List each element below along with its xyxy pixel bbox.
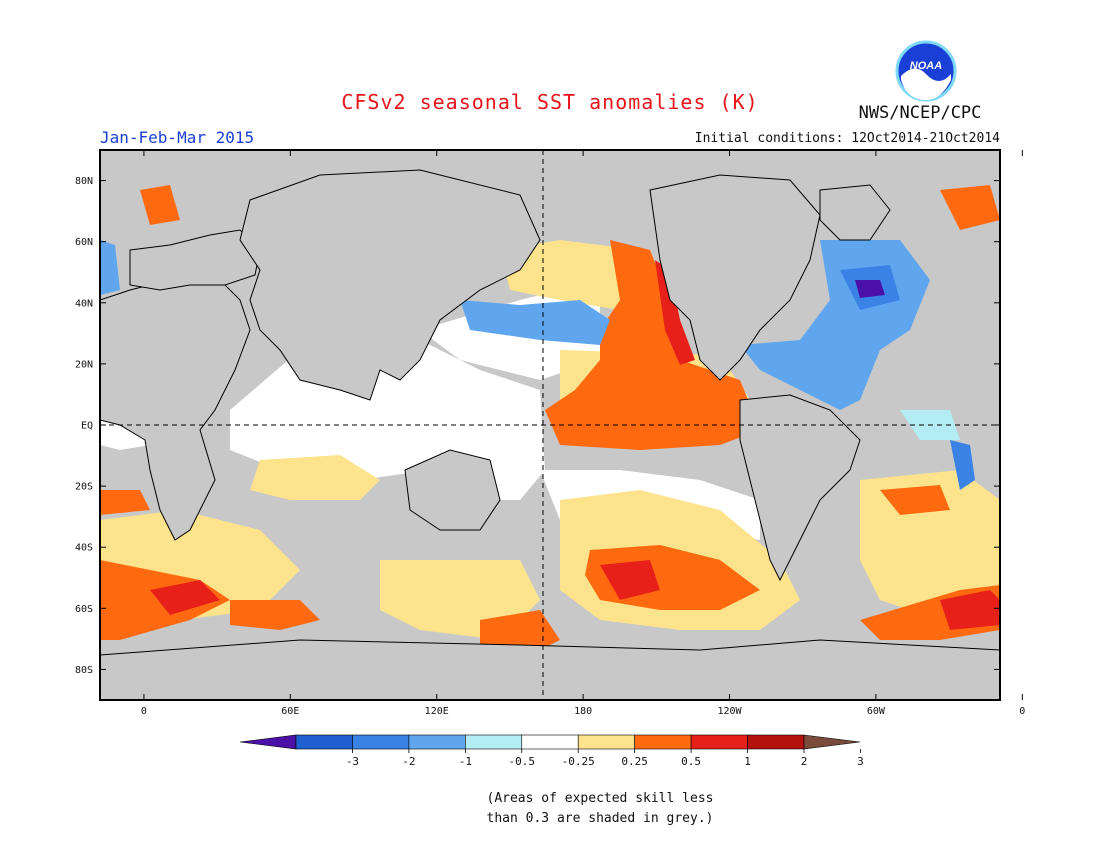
warm-anomaly-north-atlantic	[140, 185, 180, 225]
warm-anomaly-nordic	[940, 185, 1000, 230]
colorbar-label: 2	[801, 755, 808, 768]
antarctica	[100, 639, 1000, 700]
lon-tick-label: 120E	[425, 706, 449, 717]
colorbar-label: 0.25	[621, 755, 648, 768]
lat-tick-label: EQ	[81, 421, 93, 432]
asia	[239, 169, 541, 401]
lat-tick-label: 60S	[75, 604, 93, 615]
warm-patch-indian	[250, 455, 380, 500]
strong-warm-south-east	[940, 590, 1000, 630]
north-america	[649, 174, 821, 381]
forecast-period: Jan-Feb-Mar 2015	[100, 128, 255, 147]
chart-title: CFSv2 seasonal SST anomalies (K)	[341, 90, 759, 114]
cool-anomaly-benguela	[950, 440, 975, 490]
lon-tick-label: 180	[574, 706, 592, 717]
greenland	[819, 184, 891, 241]
warm-anomaly-south-atlantic-east	[880, 485, 950, 515]
cool-anomaly-labrador-edge	[100, 240, 120, 295]
latitude-axis: 80N 60N 40N 20N EQ 20S 40S 60S 80S	[75, 176, 1000, 676]
colorbar-label: 3	[857, 755, 864, 768]
cool-anomaly-north-pacific	[460, 300, 610, 345]
lon-tick-label: 60E	[281, 706, 299, 717]
footnote-line-2: than 0.3 are shaded in grey.)	[486, 811, 714, 826]
lat-tick-label: 40N	[75, 298, 93, 309]
colorbar-bin	[690, 734, 748, 750]
noaa-logo-icon: NOAA	[895, 40, 957, 102]
longitude-axis: 0 60E 120E 180 120W 60W 0	[141, 150, 1025, 717]
lat-tick-label: 60N	[75, 237, 93, 248]
strong-warm-south-pacific	[600, 560, 660, 600]
lon-tick-label: 120W	[717, 706, 742, 717]
warm-anomaly-eastern-pacific	[545, 240, 760, 450]
colorbar-high-extend	[803, 734, 861, 750]
europe	[129, 229, 261, 291]
footnote-line-1: (Areas of expected skill less	[486, 791, 714, 806]
lat-tick-label: 40S	[75, 543, 93, 554]
colorbar-bin	[577, 734, 635, 750]
lon-tick-label: 0	[1019, 706, 1025, 717]
colorbar-label: 0.5	[681, 755, 701, 768]
colorbar-label: -1	[459, 755, 472, 768]
australia	[404, 449, 501, 531]
colorbar-label: -2	[402, 755, 415, 768]
noaa-logo-text: NOAA	[910, 60, 942, 72]
continents	[100, 169, 1000, 700]
initial-conditions: Initial conditions: 12Oct2014-21Oct2014	[694, 131, 1000, 146]
colorbar-bin	[521, 734, 579, 750]
colorbar-low-extend	[239, 734, 297, 750]
lat-tick-label: 20N	[75, 359, 93, 370]
colorbar-label: 1	[744, 755, 751, 768]
lat-tick-label: 20S	[75, 482, 93, 493]
strong-warm-south-atlantic	[150, 580, 220, 615]
colorbar-bin	[465, 734, 523, 750]
lat-tick-label: 80S	[75, 665, 93, 676]
colorbar-bin	[352, 734, 410, 750]
warm-anomaly-west-edge	[100, 490, 150, 515]
colorbar-label: -3	[346, 755, 359, 768]
warm-anomaly-southern-indian	[230, 600, 320, 630]
colorbar-bin	[295, 734, 353, 750]
agency-label: NWS/NCEP/CPC	[858, 103, 982, 123]
lon-tick-label: 0	[141, 706, 147, 717]
colorbar: -3 -2 -1 -0.5 -0.25 0.25 0.5 1 2 3	[239, 734, 864, 768]
colorbar-label: -0.25	[562, 755, 595, 768]
lat-tick-label: 80N	[75, 176, 93, 187]
colorbar-bin	[747, 734, 805, 750]
lon-tick-label: 60W	[867, 706, 886, 717]
strong-warm-northeast-pacific	[655, 260, 695, 365]
colorbar-bin	[408, 734, 466, 750]
very-strong-cool-north-atlantic	[855, 280, 885, 298]
colorbar-bin	[634, 734, 692, 750]
colorbar-label: -0.5	[509, 755, 536, 768]
south-america	[739, 394, 861, 582]
